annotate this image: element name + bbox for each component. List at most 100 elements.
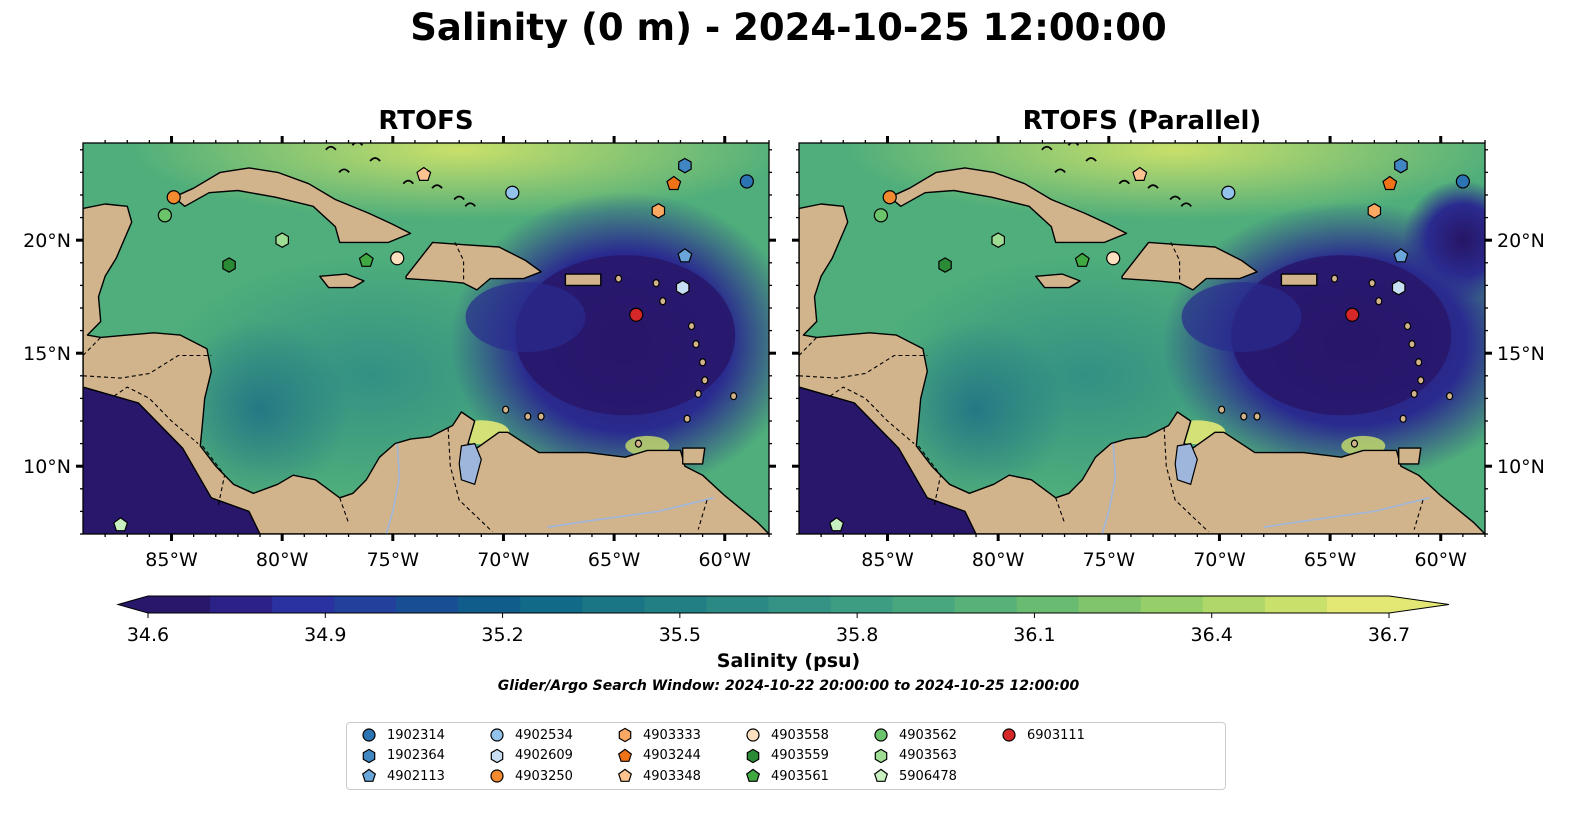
legend-item-4903348: 4903348 <box>615 766 701 786</box>
legend-label: 1902314 <box>387 727 445 743</box>
puerto-rico-land <box>1280 273 1318 287</box>
legend-label: 4902534 <box>515 727 573 743</box>
float-marker-4903558 <box>1106 251 1121 266</box>
legend-marker <box>873 768 889 782</box>
legend-item-4903333: 4903333 <box>615 725 701 745</box>
island <box>1218 405 1226 414</box>
island <box>652 279 660 288</box>
legend-label: 4902609 <box>515 748 573 763</box>
island <box>1408 340 1416 349</box>
legend-marker <box>745 768 761 782</box>
island <box>694 389 702 398</box>
bahamas-island <box>369 157 381 162</box>
legend-marker <box>490 748 504 763</box>
float-marker-4903244 <box>1382 175 1398 191</box>
float-marker-1902314 <box>739 174 754 189</box>
island <box>692 340 700 349</box>
pentagon-marker-icon <box>745 768 761 782</box>
float-marker-4902534 <box>505 185 520 200</box>
legend-item-4903562: 4903562 <box>871 725 957 745</box>
colorbar-tick-label: 34.9 <box>304 624 346 646</box>
legend-label: 4903244 <box>643 748 701 763</box>
lon-tick-label: 60°W <box>1415 549 1468 571</box>
colorbar-segment <box>148 596 211 613</box>
legend-item-4903250: 4903250 <box>487 766 573 786</box>
colorbar-tick-label: 36.1 <box>1013 624 1055 646</box>
island <box>1415 358 1423 367</box>
country-border <box>83 354 212 379</box>
puerto-rico-land <box>564 273 602 287</box>
float-marker-4903562 <box>157 208 172 223</box>
country-border <box>83 337 102 356</box>
legend-item-1902314: 1902314 <box>359 725 445 745</box>
legend-item-4903563: 4903563 <box>871 746 957 766</box>
island <box>634 439 643 448</box>
trinidad-land <box>1397 447 1422 465</box>
country-border <box>799 337 818 356</box>
country-border <box>1413 499 1424 530</box>
island <box>1410 389 1418 398</box>
legend-label: 4902113 <box>387 768 445 784</box>
float-marker-4903563 <box>991 232 1006 248</box>
legend-item-4903558: 4903558 <box>743 725 829 745</box>
bahamas-island <box>1041 145 1053 151</box>
pentagon-marker-icon <box>617 768 633 782</box>
circle-marker-icon <box>874 728 888 742</box>
country-border <box>799 354 928 379</box>
colorbar-segment <box>210 596 273 613</box>
colorbar-tick-label: 36.7 <box>1368 624 1410 646</box>
island <box>687 321 696 331</box>
float-marker-4903250 <box>882 190 897 205</box>
legend-marker <box>1002 728 1016 742</box>
hexagon-marker-icon <box>874 748 888 763</box>
legend-item-4902534: 4902534 <box>487 725 573 745</box>
island <box>699 358 707 367</box>
colorbar-segment <box>768 596 832 613</box>
panel-title-rtofs-parallel: RTOFS (Parallel) <box>1022 106 1262 136</box>
circle-marker-icon <box>362 728 376 742</box>
circle-marker-icon <box>1002 728 1016 742</box>
lake-maracaibo <box>458 442 482 486</box>
island <box>1240 412 1248 421</box>
legend-label: 4903561 <box>771 768 829 784</box>
island <box>729 392 738 401</box>
circle-marker-icon <box>746 728 760 742</box>
float-marker-4902534 <box>1221 185 1236 200</box>
lon-tick-label: 65°W <box>588 549 641 571</box>
lon-tick-label: 70°W <box>1193 549 1246 571</box>
legend-marker <box>490 728 504 742</box>
bahamas-island <box>1180 202 1192 207</box>
colorbar-label: Salinity (psu) <box>716 650 861 672</box>
colorbar-tick-label: 35.8 <box>836 624 878 646</box>
pentagon-marker-icon <box>361 768 377 782</box>
colorbar-segment <box>520 596 583 613</box>
map-panel-rtofs: 85°W 80°W 75°W 70°W 65°W 60°W 20°N 15°N 10°N <box>23 136 776 571</box>
hexagon-marker-icon <box>362 748 376 763</box>
colorbar-segment <box>396 596 459 613</box>
float-marker-4902113 <box>1393 248 1409 263</box>
colorbar-segment <box>1078 596 1142 613</box>
hexagon-marker-icon <box>746 748 760 763</box>
colorbar-extend-max <box>1389 596 1449 613</box>
bahamas-island <box>431 184 443 189</box>
bahamas-island <box>351 143 364 146</box>
legend-item-6903111: 6903111 <box>999 725 1085 745</box>
float-legend: 1902314 1902364 4902113 4902534 4902609 49032… <box>346 722 1226 790</box>
legend-marker <box>874 748 888 763</box>
float-marker-1902364 <box>1394 157 1408 174</box>
bahamas-island <box>453 195 465 201</box>
island <box>683 414 691 423</box>
lat-tick-label: 15°N <box>1497 343 1545 365</box>
legend-marker <box>746 728 760 742</box>
float-marker-4903250 <box>166 190 181 205</box>
colorbar-segment <box>706 596 770 613</box>
colorbar-extend-min <box>118 596 148 613</box>
colorbar-segment <box>1140 596 1204 613</box>
map-frame <box>798 142 1486 535</box>
colorbar-segment <box>458 596 521 613</box>
legend-label: 4903563 <box>899 748 957 763</box>
float-marker-5906478 <box>113 517 129 532</box>
float-marker-4903561 <box>1074 252 1090 267</box>
hexagon-marker-icon <box>618 727 632 743</box>
float-marker-4903348 <box>416 166 432 181</box>
